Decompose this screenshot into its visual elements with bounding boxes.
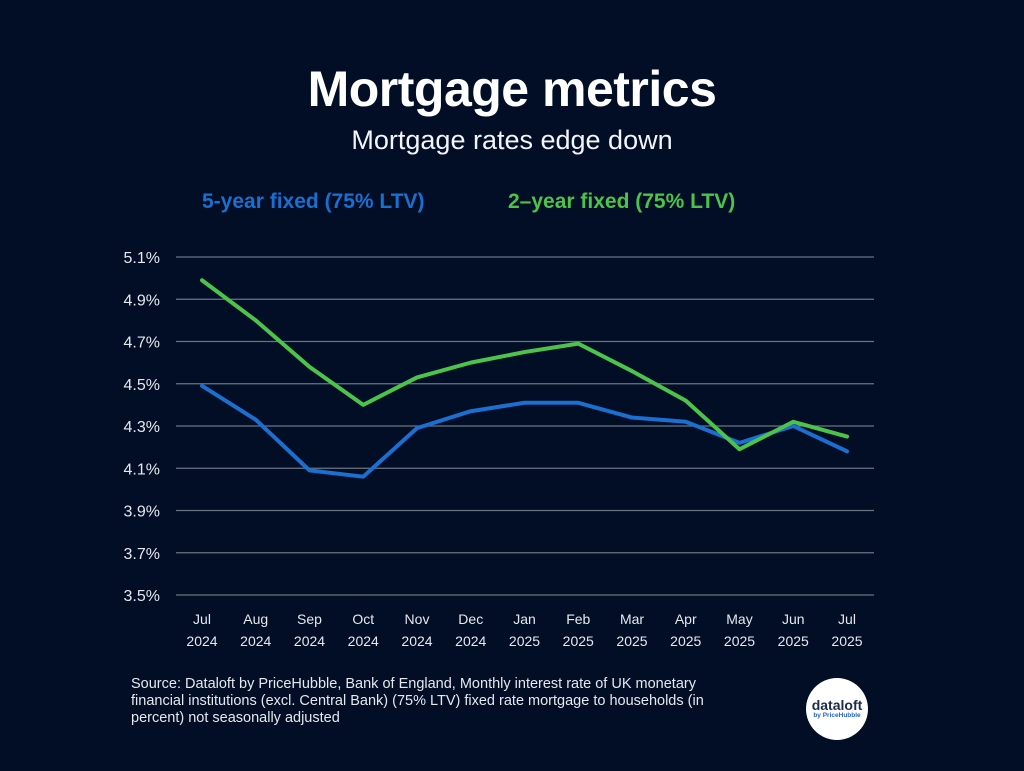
logo-byline: by PriceHubble xyxy=(813,712,861,719)
x-tick-year: 2024 xyxy=(240,633,271,649)
x-tick-month: Aug xyxy=(243,611,268,627)
x-tick-month: Apr xyxy=(675,611,697,627)
x-tick-month: Jan xyxy=(513,611,536,627)
y-axis: 5.1% 4.9% 4.7% 4.5% 4.3% 4.1% 3.9% 3.7% 3.5% xyxy=(124,250,160,605)
x-tick-year: 2024 xyxy=(348,633,379,649)
series-line-5-year-fixed xyxy=(200,383,849,479)
legend-item-5-year-fixed: 5-year fixed (75% LTV) xyxy=(202,190,425,213)
x-tick-year: 2025 xyxy=(724,633,755,649)
y-tick-label: 4.1% xyxy=(124,461,160,478)
series-layer xyxy=(200,278,849,479)
series-line-2-year-fixed xyxy=(200,278,849,452)
gridlines xyxy=(176,256,874,596)
x-tick-year: 2024 xyxy=(401,633,432,649)
x-tick-month: Sep xyxy=(297,611,322,627)
x-tick-year: 2024 xyxy=(455,633,486,649)
chart-subtitle: Mortgage rates edge down xyxy=(351,125,673,155)
x-tick-year: 2025 xyxy=(831,633,862,649)
x-axis: Jul 2024 Aug 2024 Sep 2024 Oct 2024 Nov 2024 Dec 20… xyxy=(186,611,862,649)
x-tick-month: Dec xyxy=(458,611,483,627)
x-tick-year: 2024 xyxy=(294,633,325,649)
x-tick-month: May xyxy=(726,611,752,627)
y-tick-label: 4.3% xyxy=(124,419,160,436)
x-tick-year: 2025 xyxy=(778,633,809,649)
x-tick-year: 2025 xyxy=(670,633,701,649)
x-tick-month: Jun xyxy=(782,611,805,627)
y-tick-label: 5.1% xyxy=(124,250,160,267)
x-tick-year: 2025 xyxy=(509,633,540,649)
y-tick-label: 4.9% xyxy=(124,292,160,309)
y-tick-label: 4.7% xyxy=(124,335,160,352)
dataloft-logo: dataloft by PriceHubble xyxy=(806,678,868,740)
x-tick-month: Jul xyxy=(838,611,856,627)
source-note: Source: Dataloft by PriceHubble, Bank of… xyxy=(131,676,704,726)
x-tick-month: Nov xyxy=(405,611,430,627)
x-tick-year: 2025 xyxy=(563,633,594,649)
x-tick-year: 2025 xyxy=(616,633,647,649)
x-tick-month: Oct xyxy=(352,611,374,627)
x-tick-month: Mar xyxy=(620,611,644,627)
chart-title: Mortgage metrics xyxy=(307,61,717,117)
y-tick-label: 4.5% xyxy=(124,377,160,394)
y-tick-label: 3.9% xyxy=(124,504,160,521)
legend-item-2-year-fixed: 2–year fixed (75% LTV) xyxy=(508,190,736,213)
logo-wordmark: dataloft xyxy=(811,697,863,713)
x-tick-month: Jul xyxy=(193,611,211,627)
y-tick-label: 3.7% xyxy=(124,546,160,563)
x-tick-month: Feb xyxy=(566,611,590,627)
y-tick-label: 3.5% xyxy=(124,588,160,605)
x-tick-year: 2024 xyxy=(186,633,217,649)
